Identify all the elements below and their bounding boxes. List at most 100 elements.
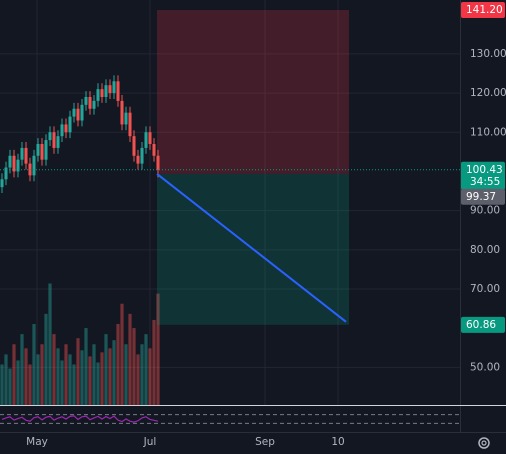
rsi-line: [1, 415, 159, 423]
candle-body: [132, 136, 136, 156]
target-label: 60.86: [466, 319, 496, 331]
candle-body: [128, 112, 132, 137]
y-tick-label: 80.00: [470, 244, 500, 256]
candle-body: [56, 136, 60, 148]
candle-body: [44, 140, 48, 160]
candle-body: [108, 85, 112, 94]
candle-body: [92, 100, 96, 109]
candle-body: [20, 147, 24, 160]
x-tick-label: Sep: [255, 436, 275, 448]
candle-body: [0, 179, 4, 188]
stop-label-bg: [461, 1, 505, 18]
y-tick-label: 120.00: [470, 87, 506, 99]
volume-bar: [0, 364, 4, 405]
candle-body: [116, 81, 120, 101]
candle-body: [72, 108, 76, 117]
volume-bar: [140, 344, 144, 405]
volume-bar: [4, 354, 8, 405]
volume-bar: [144, 334, 148, 405]
volume-bar: [128, 313, 132, 405]
candle-body: [140, 147, 144, 164]
gear[interactable]: [478, 437, 490, 449]
volume-bar: [112, 340, 116, 405]
candle-body: [36, 144, 40, 156]
x-tick-label: Jul: [143, 436, 157, 448]
candle-body: [76, 108, 80, 121]
last-price-label: 100.43: [466, 164, 503, 176]
gear-center[interactable]: [481, 440, 487, 446]
candle-body: [112, 81, 116, 94]
volume-bar: [148, 348, 152, 405]
volume-bar: [60, 360, 64, 405]
volume-bar: [152, 319, 156, 405]
candle-body: [152, 144, 156, 156]
candle-body: [136, 155, 140, 164]
volume-bar: [84, 328, 88, 405]
y-tick-label: 110.00: [470, 126, 506, 138]
position-line: [156, 173, 347, 323]
volume-bar: [44, 313, 48, 405]
volume-bar: [12, 344, 16, 405]
candle-body: [16, 159, 20, 172]
target-label-bg: [461, 316, 505, 333]
candle-body: [64, 124, 68, 133]
candle-body: [8, 155, 12, 168]
stop-zone: [157, 9, 349, 174]
volume-bar: [52, 334, 56, 405]
volume-bar: [76, 338, 80, 405]
y-tick-label: 90.00: [470, 205, 500, 217]
candle-body: [104, 85, 108, 97]
volume-bar: [20, 334, 24, 405]
volume-bar: [64, 344, 68, 405]
volume-bar: [8, 368, 12, 405]
candle-body: [52, 132, 56, 148]
candle-body: [96, 89, 100, 101]
settings-icon[interactable]: [478, 437, 490, 449]
candle-body: [68, 116, 72, 133]
candle-body: [84, 96, 88, 105]
stop-label: 141.20: [466, 4, 503, 16]
volume-bar: [88, 356, 92, 405]
y-tick-label: 50.00: [470, 361, 500, 373]
volume-bar: [24, 348, 28, 405]
volume-bar: [136, 354, 140, 405]
volume-bar: [68, 354, 72, 405]
volume-bar: [32, 324, 36, 405]
volume-bar: [92, 344, 96, 405]
candle-body: [148, 132, 152, 145]
x-tick-label: May: [26, 436, 48, 448]
x-tick-label: 10: [331, 436, 344, 448]
candle-body: [88, 96, 92, 109]
volume-bar: [156, 293, 160, 405]
candle-body: [60, 124, 64, 137]
volume-bar: [124, 344, 128, 405]
candle-body: [48, 132, 52, 141]
volume-bar: [104, 334, 108, 405]
candle-body: [144, 132, 148, 148]
volume-bar: [36, 354, 40, 405]
candle-body: [4, 167, 8, 180]
candle-body: [40, 144, 44, 160]
entry-label-bg: [461, 188, 505, 205]
y-tick-label: 130.00: [470, 48, 506, 60]
candle-body: [124, 112, 128, 125]
candle-body: [156, 155, 160, 170]
y-tick-label: 70.00: [470, 283, 500, 295]
volume-bar: [96, 362, 100, 405]
volume-bar: [100, 352, 104, 405]
volume-bar: [40, 344, 44, 405]
candle-body: [80, 104, 84, 121]
volume-bar: [16, 360, 20, 405]
countdown-label: 34:55: [470, 176, 500, 188]
volume-bar: [48, 283, 52, 405]
volume-bar: [108, 348, 112, 405]
candle-body: [24, 147, 28, 164]
volume-bar: [56, 348, 60, 405]
candle-body: [12, 155, 16, 172]
candle-body: [120, 100, 124, 125]
volume-bar: [80, 350, 84, 405]
volume-bar: [116, 324, 120, 405]
volume-bar: [28, 364, 32, 405]
